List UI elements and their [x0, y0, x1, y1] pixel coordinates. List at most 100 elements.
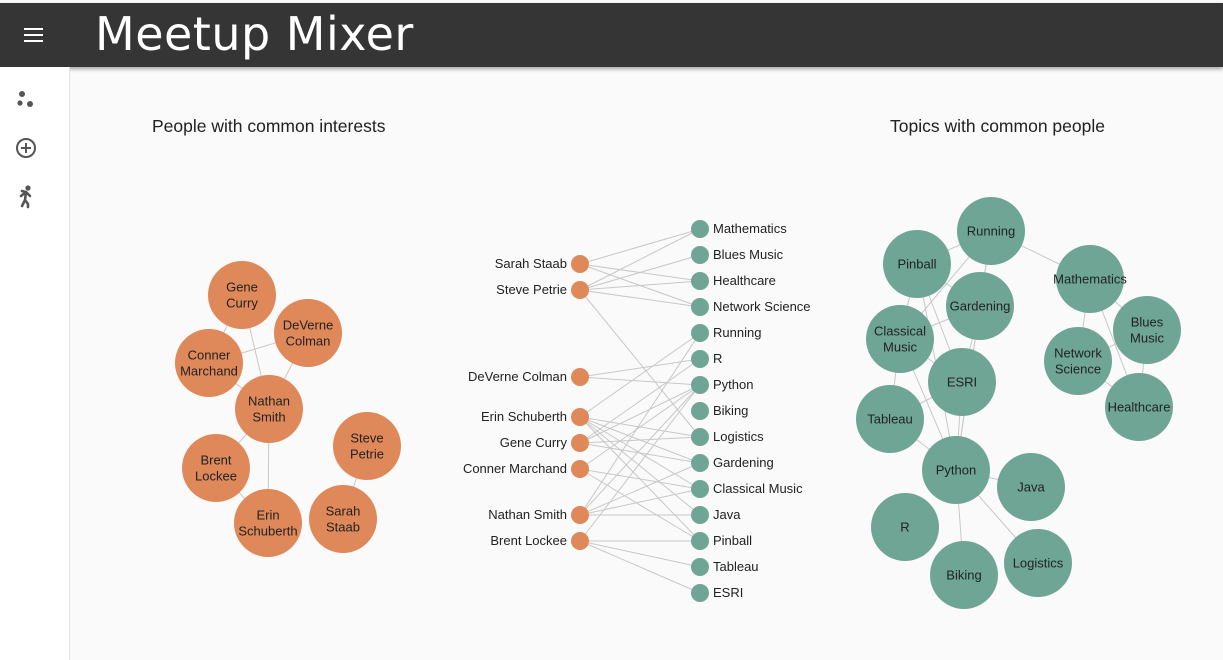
- topic-dot[interactable]: [691, 532, 709, 550]
- bipartite-person-sarah-staab[interactable]: Sarah Staab: [495, 255, 589, 273]
- person-bubble[interactable]: [274, 299, 342, 367]
- topic-node-blues-music[interactable]: Blues Music: [1113, 296, 1181, 364]
- topic-node-label: Java: [1017, 480, 1045, 495]
- topic-node-classical-music[interactable]: Classical Music: [866, 305, 934, 373]
- bipartite-topic-network-science[interactable]: Network Science: [691, 298, 811, 316]
- topic-node-r[interactable]: R: [871, 493, 939, 561]
- topic-bubble[interactable]: [1056, 245, 1124, 313]
- topic-node-java[interactable]: Java: [997, 453, 1065, 521]
- topic-node-python[interactable]: Python: [922, 436, 990, 504]
- bipartite-topic-r[interactable]: R: [691, 350, 722, 368]
- bubbles-icon[interactable]: [10, 84, 42, 116]
- person-node-gene-curry[interactable]: Gene Curry: [208, 261, 276, 329]
- bipartite-topic-gardening[interactable]: Gardening: [691, 454, 774, 472]
- topic-node-network-science[interactable]: Network Science: [1044, 327, 1112, 395]
- bipartite-person-steve-petrie[interactable]: Steve Petrie: [496, 281, 589, 299]
- topic-bubble[interactable]: [1004, 529, 1072, 597]
- person-dot[interactable]: [571, 408, 589, 426]
- bipartite-topic-tableau[interactable]: Tableau: [691, 558, 759, 576]
- bipartite-topic-classical-music[interactable]: Classical Music: [691, 480, 803, 498]
- person-dot[interactable]: [571, 281, 589, 299]
- bipartite-person-brent-lockee[interactable]: Brent Lockee: [490, 532, 589, 550]
- person-bubble[interactable]: [208, 261, 276, 329]
- topic-dot[interactable]: [691, 220, 709, 238]
- topic-dot[interactable]: [691, 246, 709, 264]
- bipartite-topic-biking[interactable]: Biking: [691, 402, 748, 420]
- person-node-conner-marchand[interactable]: Conner Marchand: [175, 329, 243, 397]
- person-node-nathan-smith[interactable]: Nathan Smith: [235, 375, 303, 443]
- topic-bubble[interactable]: [1044, 327, 1112, 395]
- topic-bubble[interactable]: [922, 436, 990, 504]
- bipartite-topic-running[interactable]: Running: [691, 324, 761, 342]
- topic-bubble[interactable]: [856, 385, 924, 453]
- person-bubble[interactable]: [182, 434, 250, 502]
- topic-dot[interactable]: [691, 324, 709, 342]
- topic-bubble[interactable]: [1105, 373, 1173, 441]
- person-node-sarah-staab[interactable]: Sarah Staab: [309, 485, 377, 553]
- topic-node-label: Logistics: [1013, 556, 1064, 571]
- topic-bubble[interactable]: [1113, 296, 1181, 364]
- bipartite-topic-logistics[interactable]: Logistics: [691, 428, 764, 446]
- person-dot[interactable]: [571, 434, 589, 452]
- person-walking-icon[interactable]: [10, 180, 42, 212]
- topic-bubble[interactable]: [930, 541, 998, 609]
- topic-bubble[interactable]: [871, 493, 939, 561]
- topic-node-logistics[interactable]: Logistics: [1004, 529, 1072, 597]
- menu-icon[interactable]: [18, 21, 50, 49]
- bipartite-topic-python[interactable]: Python: [691, 376, 753, 394]
- bipartite-topic-pinball[interactable]: Pinball: [691, 532, 752, 550]
- bipartite-topic-blues-music[interactable]: Blues Music: [691, 246, 784, 264]
- topic-node-biking[interactable]: Biking: [930, 541, 998, 609]
- person-bubble[interactable]: [309, 485, 377, 553]
- add-circle-icon[interactable]: [10, 132, 42, 164]
- topic-dot[interactable]: [691, 428, 709, 446]
- person-dot[interactable]: [571, 255, 589, 273]
- topic-dot[interactable]: [691, 402, 709, 420]
- topic-dot[interactable]: [691, 558, 709, 576]
- topic-dot[interactable]: [691, 350, 709, 368]
- bipartite-person-conner-marchand[interactable]: Conner Marchand: [463, 460, 589, 478]
- topic-node-gardening[interactable]: Gardening: [946, 272, 1014, 340]
- topic-bubble[interactable]: [928, 348, 996, 416]
- topic-bubble[interactable]: [883, 230, 951, 298]
- person-node-erin-schuberth[interactable]: Erin Schuberth: [234, 489, 302, 557]
- person-dot[interactable]: [571, 460, 589, 478]
- person-bubble[interactable]: [333, 412, 401, 480]
- person-node-deverne-colman[interactable]: DeVerne Colman: [274, 299, 342, 367]
- topic-node-running[interactable]: Running: [957, 197, 1025, 265]
- topic-dot[interactable]: [691, 298, 709, 316]
- topic-bubble[interactable]: [957, 197, 1025, 265]
- person-dot[interactable]: [571, 368, 589, 386]
- topic-node-healthcare[interactable]: Healthcare: [1105, 373, 1173, 441]
- topic-bubble[interactable]: [866, 305, 934, 373]
- person-node-brent-lockee[interactable]: Brent Lockee: [182, 434, 250, 502]
- bipartite-person-deverne-colman[interactable]: DeVerne Colman: [468, 368, 589, 386]
- person-node-label: Erin Schuberth: [238, 508, 297, 539]
- bipartite-topic-healthcare[interactable]: Healthcare: [691, 272, 776, 290]
- topic-dot[interactable]: [691, 376, 709, 394]
- topic-dot[interactable]: [691, 584, 709, 602]
- person-node-steve-petrie[interactable]: Steve Petrie: [333, 412, 401, 480]
- topic-node-tableau[interactable]: Tableau: [856, 385, 924, 453]
- topic-dot[interactable]: [691, 454, 709, 472]
- bipartite-topic-java[interactable]: Java: [691, 506, 741, 524]
- person-bubble[interactable]: [175, 329, 243, 397]
- bipartite-person-nathan-smith[interactable]: Nathan Smith: [488, 506, 589, 524]
- topic-bubble[interactable]: [946, 272, 1014, 340]
- bipartite-person-gene-curry[interactable]: Gene Curry: [500, 434, 589, 452]
- person-bubble[interactable]: [234, 489, 302, 557]
- topic-node-mathematics[interactable]: Mathematics: [1053, 245, 1127, 313]
- topic-name-label: Running: [713, 325, 761, 340]
- topic-dot[interactable]: [691, 480, 709, 498]
- bipartite-topic-esri[interactable]: ESRI: [691, 584, 743, 602]
- topic-bubble[interactable]: [997, 453, 1065, 521]
- topic-dot[interactable]: [691, 272, 709, 290]
- topic-node-esri[interactable]: ESRI: [928, 348, 996, 416]
- person-bubble[interactable]: [235, 375, 303, 443]
- topic-node-pinball[interactable]: Pinball: [883, 230, 951, 298]
- bipartite-person-erin-schuberth[interactable]: Erin Schuberth: [481, 408, 589, 426]
- bipartite-topic-mathematics[interactable]: Mathematics: [691, 220, 787, 238]
- person-dot[interactable]: [571, 532, 589, 550]
- person-dot[interactable]: [571, 506, 589, 524]
- topic-dot[interactable]: [691, 506, 709, 524]
